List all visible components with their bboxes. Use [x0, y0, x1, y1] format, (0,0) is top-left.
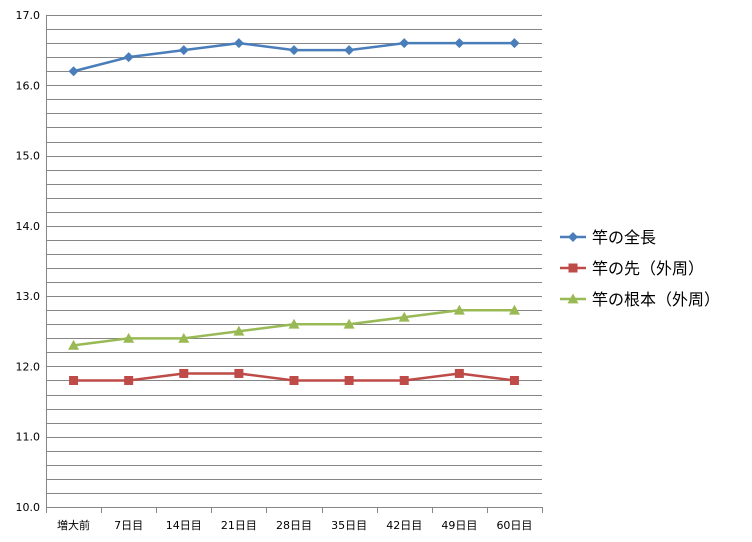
- data-point: [178, 45, 189, 56]
- y-tick-label: 12.0: [16, 360, 41, 373]
- data-point: [123, 332, 135, 343]
- x-tick-label: 28日目: [276, 519, 312, 532]
- legend-label: 竿の先（外周）: [592, 259, 704, 278]
- data-point: [398, 311, 410, 322]
- legend-item: 竿の根本（外周）: [560, 290, 720, 309]
- data-point: [453, 304, 465, 315]
- x-tick-label: 49日目: [441, 519, 477, 532]
- data-point: [288, 318, 300, 329]
- legend-marker: [567, 293, 579, 304]
- data-point: [399, 375, 409, 385]
- data-point: [344, 375, 354, 385]
- y-tick-label: 15.0: [16, 150, 41, 163]
- x-tick-label: 35日目: [331, 519, 367, 532]
- data-point: [123, 52, 134, 63]
- data-point: [508, 304, 520, 315]
- legend-label: 竿の根本（外周）: [592, 290, 720, 309]
- data-point: [399, 38, 410, 49]
- y-tick-label: 14.0: [16, 220, 41, 233]
- plot-area: 10.0 11.0 12.0 13.0 14.0 15.0 16.0 17.0 増大前 7日目 14…: [16, 9, 543, 532]
- series-3: [68, 304, 520, 350]
- data-point: [289, 375, 299, 385]
- y-tick-label: 17.0: [16, 9, 41, 22]
- x-tick-label: 7日目: [114, 519, 143, 532]
- x-tick-label: 21日目: [221, 519, 257, 532]
- data-point: [69, 375, 79, 385]
- y-tick-label: 16.0: [16, 79, 41, 92]
- data-point: [233, 325, 245, 336]
- data-point: [178, 332, 190, 343]
- legend-item: 竿の先（外周）: [560, 259, 704, 278]
- data-point: [509, 375, 519, 385]
- data-point: [179, 368, 189, 378]
- data-point: [344, 45, 355, 56]
- data-point: [234, 368, 244, 378]
- x-tick-label: 14日目: [166, 519, 202, 532]
- legend-marker: [568, 232, 578, 242]
- series-1: [68, 38, 520, 77]
- x-tick-label: 増大前: [57, 518, 90, 532]
- data-point: [343, 318, 355, 329]
- data-point: [68, 339, 80, 350]
- y-tick-label: 11.0: [16, 431, 41, 444]
- x-tick-label: 42日目: [386, 519, 422, 532]
- x-tick-label: 60日目: [496, 519, 532, 532]
- data-point: [289, 45, 299, 56]
- y-tick-label: 13.0: [16, 290, 41, 303]
- data-point: [509, 38, 520, 49]
- legend-item: 竿の全長: [560, 228, 656, 247]
- y-tick-label: 10.0: [16, 501, 41, 514]
- data-point: [233, 38, 244, 49]
- data-point: [454, 368, 464, 378]
- legend-marker: [568, 263, 578, 273]
- legend-label: 竿の全長: [592, 228, 656, 247]
- series-2: [69, 368, 519, 385]
- data-point: [454, 38, 465, 49]
- data-point: [68, 66, 79, 77]
- data-point: [124, 375, 134, 385]
